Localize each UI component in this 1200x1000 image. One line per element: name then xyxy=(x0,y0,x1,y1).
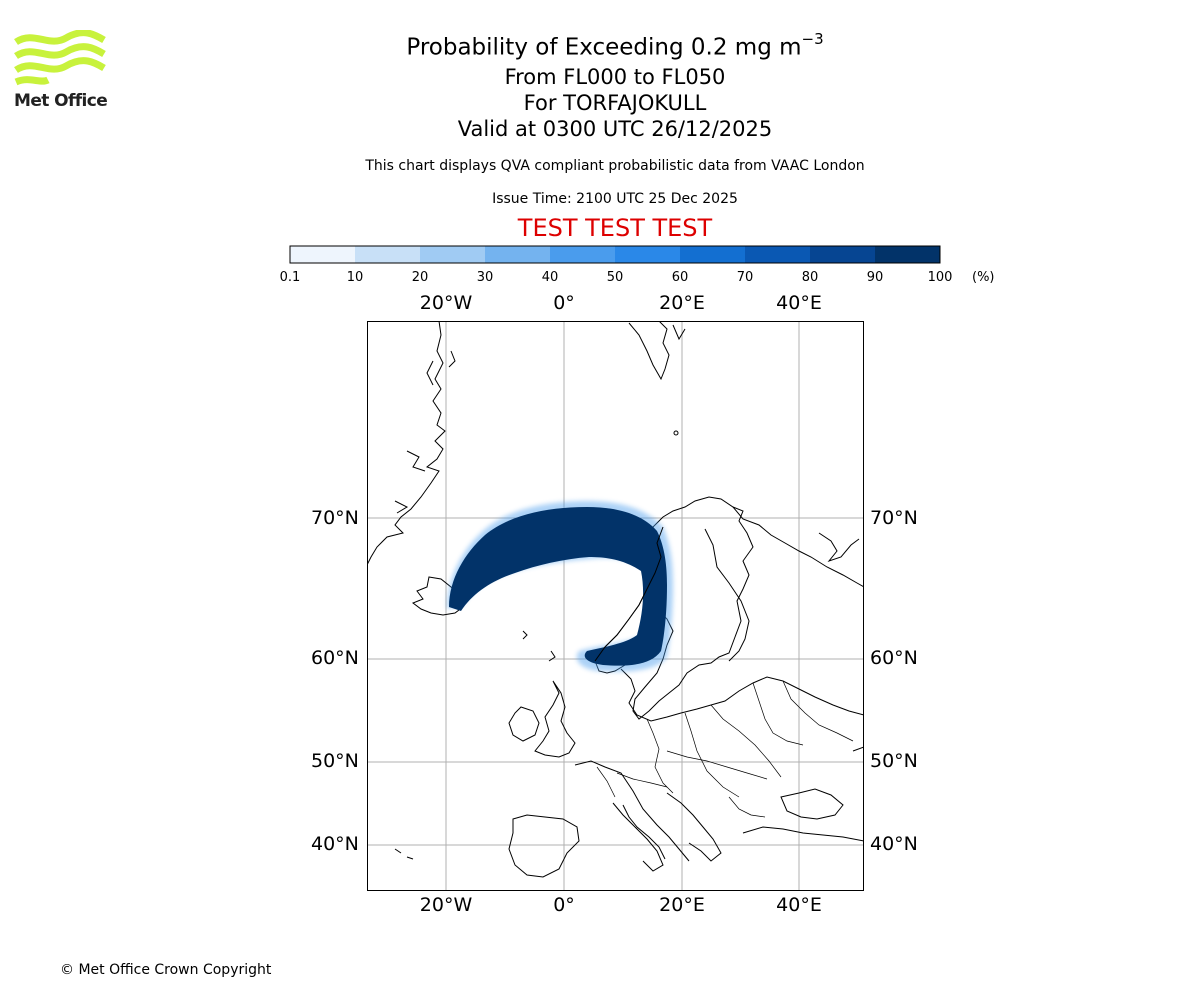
lon-label-top-40e: 40°E xyxy=(776,292,822,314)
colorbar-cell xyxy=(875,246,940,263)
colorbar-tick-label: 20 xyxy=(411,270,429,285)
lon-label-top-20w: 20°W xyxy=(419,292,473,314)
lat-label-right-50n: 50°N xyxy=(870,750,918,772)
copyright: © Met Office Crown Copyright xyxy=(60,962,272,978)
colorbar-tick-label: 90 xyxy=(866,270,884,285)
coastline-overlay xyxy=(594,526,664,662)
chart-description: This chart displays QVA compliant probab… xyxy=(365,158,865,174)
colorbar-tick-label: 70 xyxy=(736,270,754,285)
lon-label-top-20e: 20°E xyxy=(659,292,705,314)
colorbar-cell xyxy=(550,246,615,263)
title-exponent: −3 xyxy=(801,30,824,48)
test-banner: TEST TEST TEST xyxy=(517,214,713,242)
colorbar-tick-label: 10 xyxy=(346,270,364,285)
issue-time: Issue Time: 2100 UTC 25 Dec 2025 xyxy=(492,191,738,207)
colorbar-tick-label: 30 xyxy=(476,270,494,285)
lat-label-left-60n: 60°N xyxy=(311,647,359,669)
colorbar-cell xyxy=(420,246,485,263)
lon-label-bottom-40e: 40°E xyxy=(776,894,822,916)
chart-title: Probability of Exceeding 0.2 mg m−3 xyxy=(0,27,1200,62)
lat-label-right-70n: 70°N xyxy=(870,507,918,529)
logo-text: Met Office xyxy=(14,91,108,111)
lat-label-left-40n: 40°N xyxy=(311,833,359,855)
graticule xyxy=(367,321,864,891)
lat-label-right-60n: 60°N xyxy=(870,647,918,669)
lon-label-bottom-20e: 20°E xyxy=(659,894,705,916)
met-office-wave-icon xyxy=(14,29,106,86)
colorbar-cell xyxy=(355,246,420,263)
colorbar-cell xyxy=(615,246,680,263)
volcano-name: For TORFAJOKULL xyxy=(523,91,707,115)
lat-label-left-50n: 50°N xyxy=(311,750,359,772)
colorbar-cell xyxy=(485,246,550,263)
colorbar xyxy=(289,245,941,264)
colorbar-tick-label: 0.1 xyxy=(279,270,301,285)
colorbar-cell xyxy=(290,246,355,263)
coastlines xyxy=(367,321,864,878)
colorbar-unit: (%) xyxy=(972,270,995,285)
lon-label-top-0: 0° xyxy=(553,292,575,314)
country-borders xyxy=(596,680,854,818)
map-panel xyxy=(367,321,864,891)
level-range: From FL000 to FL050 xyxy=(504,65,726,89)
colorbar-tick-label: 100 xyxy=(927,270,953,285)
valid-time: Valid at 0300 UTC 26/12/2025 xyxy=(457,117,773,141)
lon-label-bottom-0: 0° xyxy=(553,894,575,916)
colorbar-tick-label: 60 xyxy=(671,270,689,285)
colorbar-cell xyxy=(810,246,875,263)
colorbar-tick-label: 80 xyxy=(801,270,819,285)
colorbar-tick-label: 50 xyxy=(606,270,624,285)
map-frame xyxy=(367,321,864,891)
lon-label-bottom-20w: 20°W xyxy=(419,894,473,916)
met-office-logo: Met Office xyxy=(14,29,108,112)
colorbar-tick-label: 40 xyxy=(541,270,559,285)
lat-label-left-70n: 70°N xyxy=(311,507,359,529)
probability-plume xyxy=(447,501,673,672)
title-text: Probability of Exceeding 0.2 mg m xyxy=(406,34,802,61)
lat-label-right-40n: 40°N xyxy=(870,833,918,855)
colorbar-cell xyxy=(745,246,810,263)
colorbar-cell xyxy=(680,246,745,263)
